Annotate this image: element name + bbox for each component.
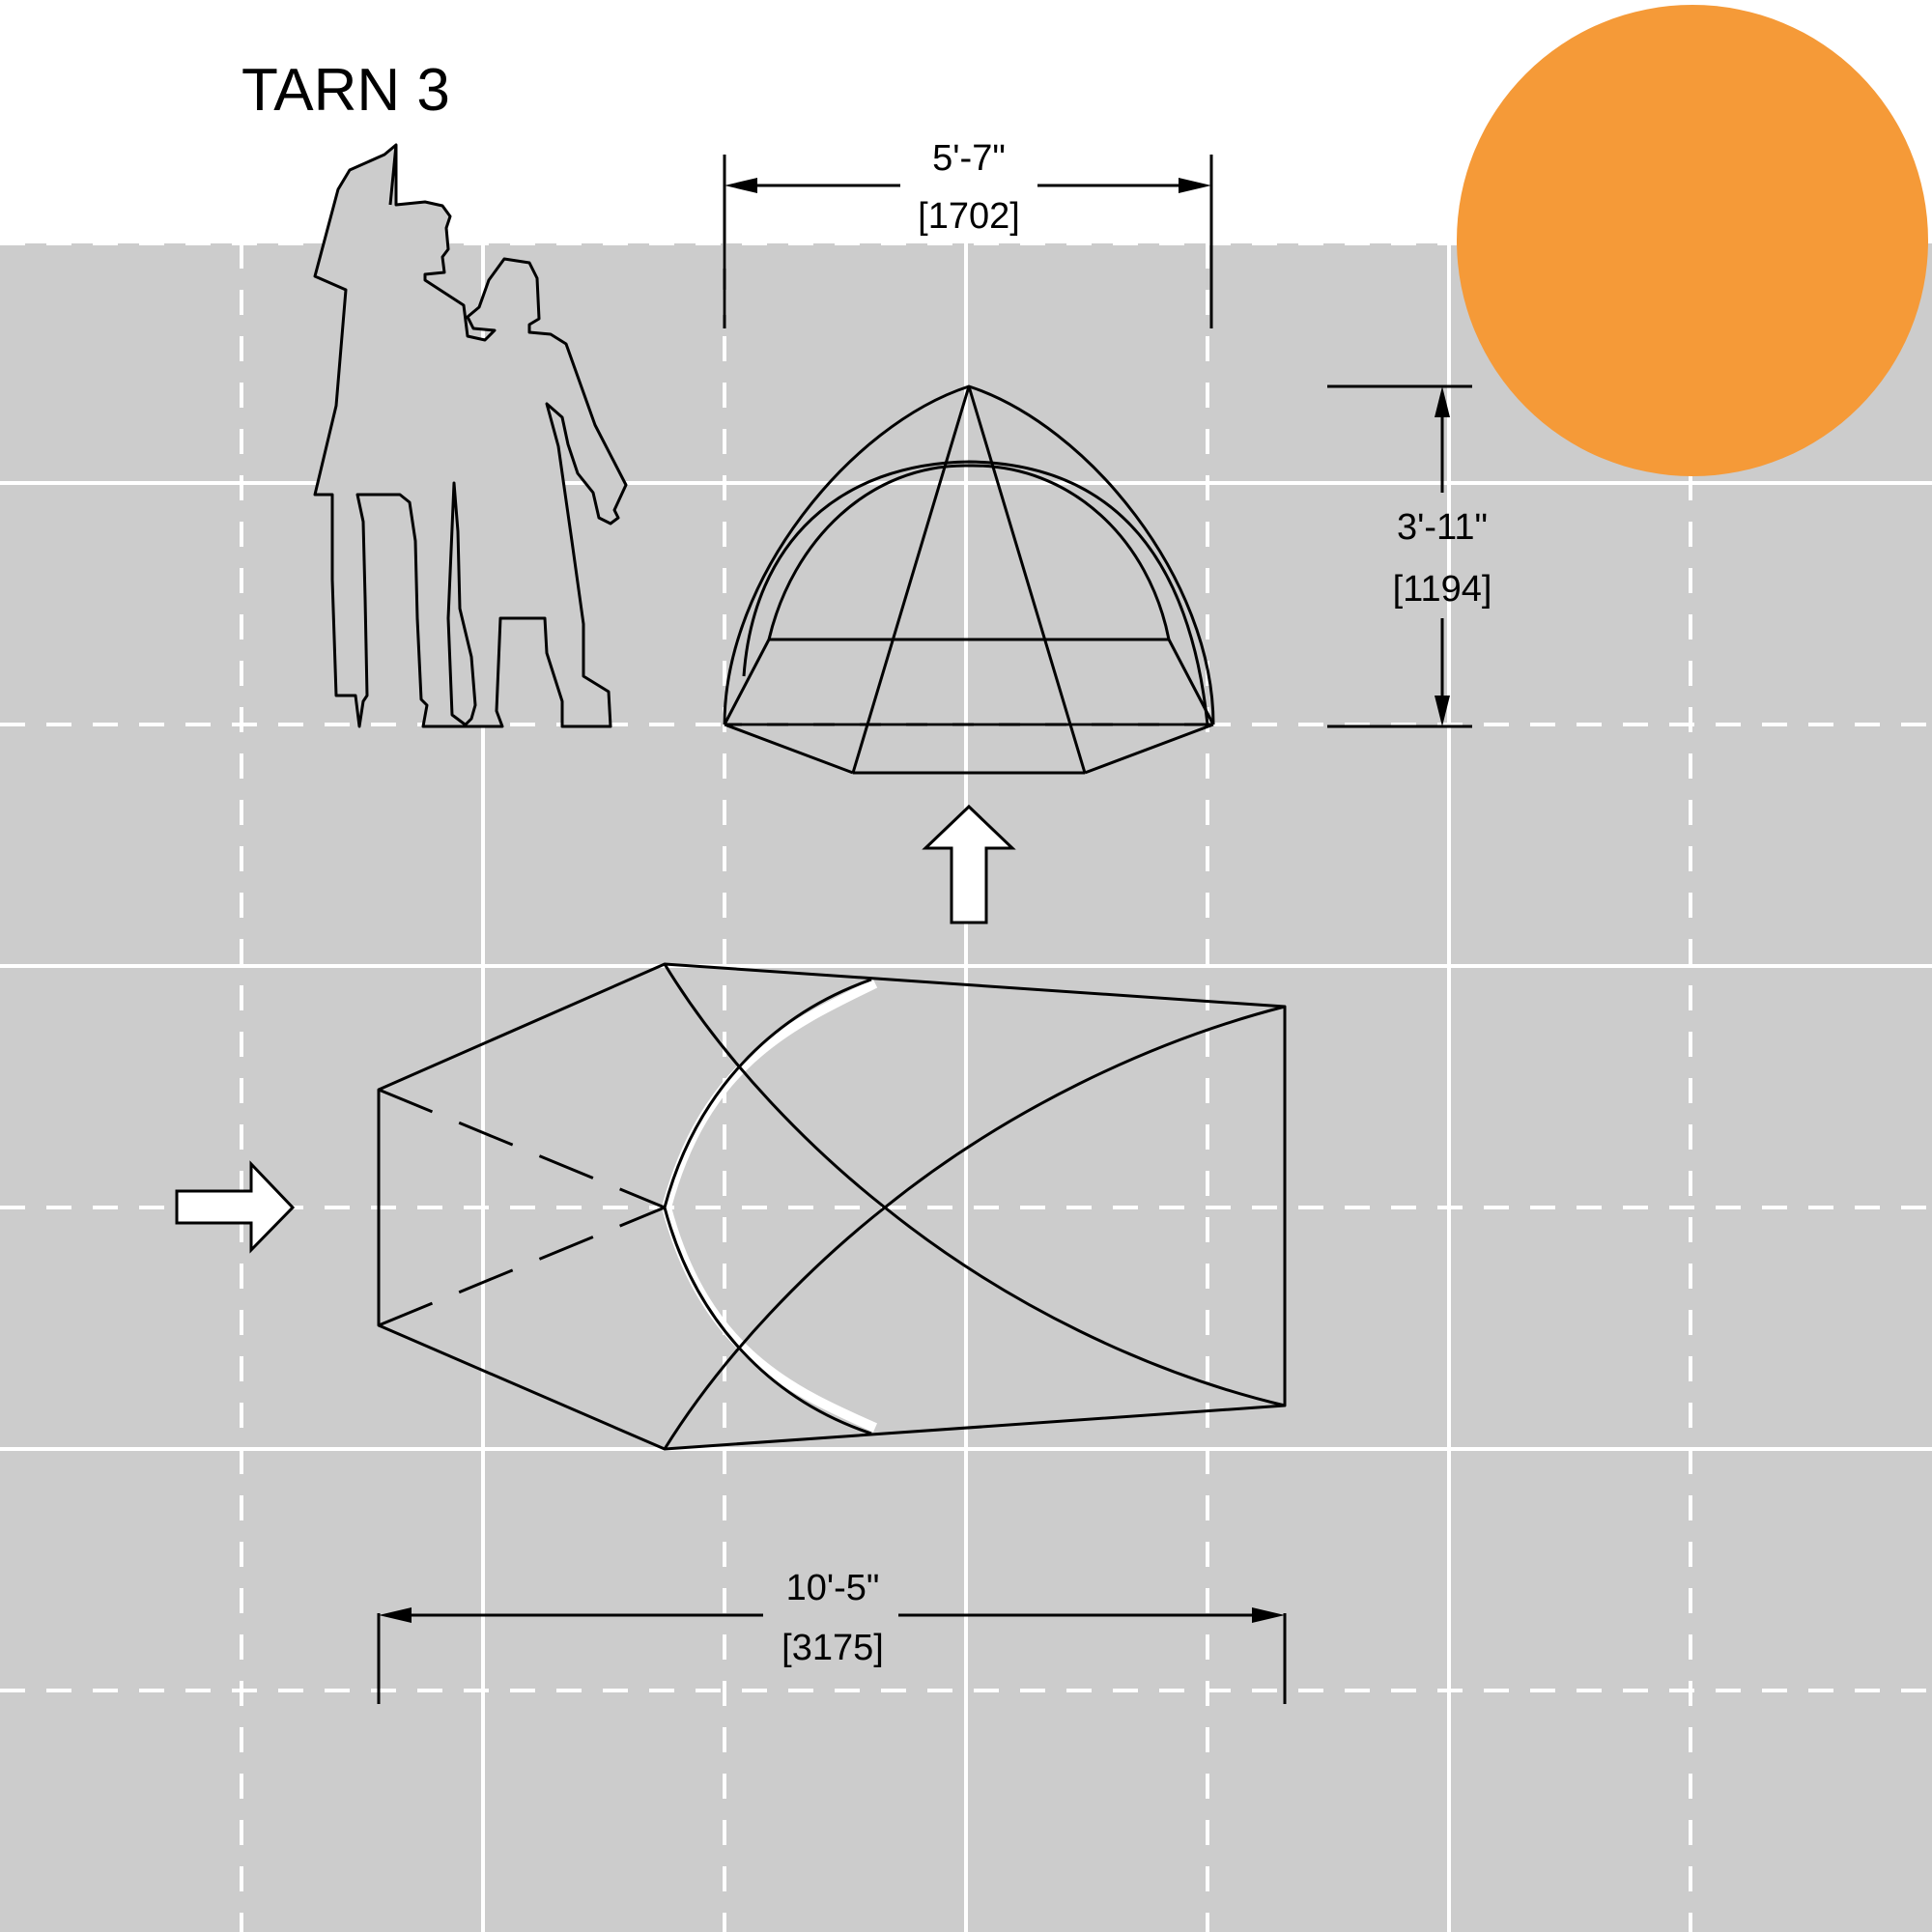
height-imperial-label: 3'-11" <box>1397 507 1488 548</box>
tent-plan-view <box>377 962 1287 1451</box>
length-dimension-line <box>377 1607 1287 1704</box>
width-dimension-line <box>723 155 1213 328</box>
height-metric-label: [1194] <box>1393 569 1492 610</box>
length-imperial-label: 10'-5" <box>786 1568 880 1608</box>
grid-dashed-lines <box>0 242 1932 1932</box>
arrow-up-outline-icon <box>922 804 1016 924</box>
height-dimension-line <box>1327 384 1472 728</box>
width-imperial-label: 5'-7" <box>932 138 1006 179</box>
arrow-right-outline-icon <box>175 1160 296 1254</box>
length-metric-label: [3175] <box>781 1628 884 1668</box>
width-metric-label: [1702] <box>918 196 1020 237</box>
page-title: TARN 3 <box>242 57 450 124</box>
tent-front-view <box>723 384 1215 775</box>
accent-circle <box>1457 5 1928 476</box>
people-silhouette-icon <box>313 143 628 728</box>
